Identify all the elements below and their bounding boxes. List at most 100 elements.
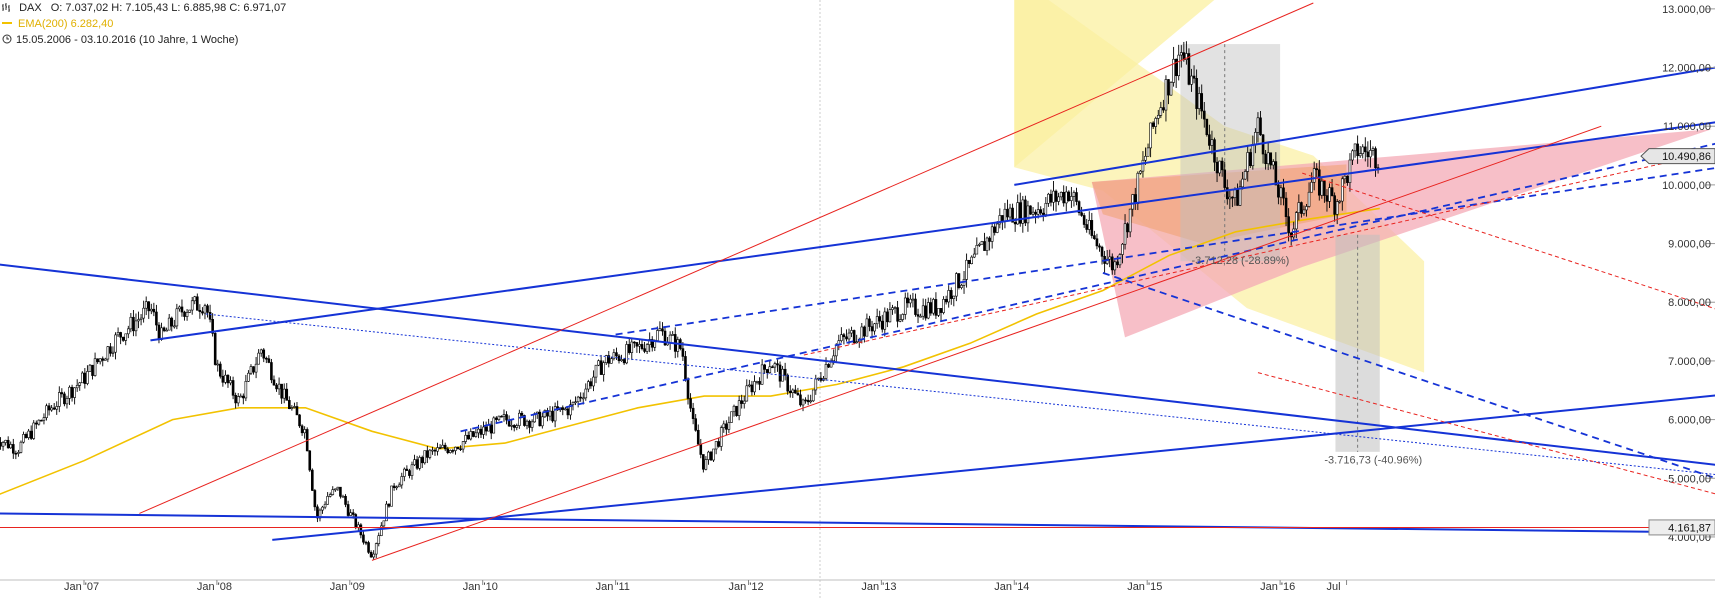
candle-body bbox=[630, 341, 634, 353]
candle-body bbox=[776, 363, 779, 366]
candle-body bbox=[1228, 196, 1232, 200]
candle-body bbox=[1300, 202, 1303, 214]
candle-body bbox=[234, 395, 237, 404]
candle bbox=[290, 405, 294, 411]
yellow-zone-left bbox=[1014, 0, 1225, 191]
candle-body bbox=[1077, 201, 1081, 213]
candle bbox=[1358, 145, 1362, 158]
y-tick-label: 12.000,00 bbox=[1662, 63, 1711, 75]
candle bbox=[464, 429, 467, 444]
candle bbox=[415, 455, 419, 470]
candle bbox=[574, 396, 577, 406]
candle bbox=[323, 501, 327, 510]
candle-body bbox=[469, 431, 473, 440]
candle-body bbox=[561, 407, 565, 410]
trendline-blue-solid bbox=[272, 394, 1715, 541]
candle-body bbox=[1259, 117, 1262, 136]
candle bbox=[1075, 187, 1078, 206]
candle-body bbox=[103, 358, 107, 361]
candle bbox=[955, 272, 958, 302]
candle-body bbox=[293, 406, 296, 408]
candle-body bbox=[1169, 82, 1173, 96]
candle-body bbox=[1218, 160, 1221, 174]
candle-body bbox=[341, 495, 345, 498]
candle-body bbox=[875, 316, 879, 325]
candle-body bbox=[321, 506, 324, 511]
candle-body bbox=[791, 389, 795, 393]
candle bbox=[47, 402, 51, 416]
candle bbox=[699, 438, 703, 459]
candle bbox=[1269, 152, 1273, 170]
candle bbox=[1279, 184, 1283, 206]
candle bbox=[106, 346, 110, 363]
x-tick-label: Jan '08 bbox=[197, 581, 232, 593]
candle bbox=[985, 236, 989, 256]
candle bbox=[717, 437, 720, 448]
candle-body bbox=[771, 366, 774, 369]
period-label: 15.05.2006 - 03.10.2016 (10 Jahre, 1 Woc… bbox=[16, 34, 239, 46]
candle bbox=[1128, 208, 1132, 238]
candle-body bbox=[477, 428, 480, 434]
candle-body bbox=[408, 470, 411, 476]
candle bbox=[650, 336, 654, 352]
candle bbox=[617, 354, 621, 364]
candle-body bbox=[259, 349, 263, 354]
candle bbox=[249, 364, 253, 375]
candle bbox=[1195, 69, 1198, 120]
candle bbox=[55, 401, 59, 415]
candle bbox=[822, 376, 825, 382]
candle-body bbox=[415, 459, 419, 469]
candle-body bbox=[988, 237, 991, 242]
ema200-line bbox=[0, 207, 1380, 495]
candle-body bbox=[1085, 224, 1089, 230]
candle-body bbox=[1067, 191, 1071, 201]
candle bbox=[730, 411, 733, 423]
candle-body bbox=[331, 489, 335, 495]
candle bbox=[712, 448, 715, 462]
clock-icon bbox=[2, 34, 12, 44]
candle bbox=[1297, 194, 1301, 221]
candle-body bbox=[921, 305, 925, 317]
candle bbox=[1095, 233, 1099, 250]
x-tick-label: Jan '10 bbox=[463, 581, 498, 593]
candle bbox=[1215, 157, 1219, 183]
last-price-badge bbox=[1640, 148, 1715, 165]
candle bbox=[418, 455, 421, 471]
candle bbox=[1151, 121, 1155, 130]
candle-body bbox=[914, 298, 917, 315]
candle bbox=[630, 338, 634, 361]
candle-body bbox=[1261, 134, 1265, 155]
candle bbox=[1105, 250, 1109, 265]
candle-body bbox=[1208, 134, 1211, 146]
candle bbox=[957, 273, 961, 290]
candle-body bbox=[1220, 160, 1224, 171]
candle-body bbox=[42, 417, 46, 421]
candle-body bbox=[883, 311, 887, 330]
candle bbox=[339, 486, 342, 499]
measure-annotation: -3.716,73 (-40.96%) bbox=[1324, 455, 1422, 467]
candle-body bbox=[418, 457, 421, 469]
candle-body bbox=[505, 414, 508, 421]
candle bbox=[1185, 41, 1188, 65]
candle-body bbox=[459, 448, 462, 451]
candle-body bbox=[1116, 261, 1119, 266]
candle bbox=[990, 222, 994, 249]
candle-body bbox=[960, 285, 963, 288]
candle bbox=[1126, 222, 1129, 238]
candle-body bbox=[0, 442, 2, 447]
candle-body bbox=[88, 364, 92, 372]
candle-body bbox=[298, 414, 301, 427]
candle-body bbox=[1126, 223, 1129, 233]
candle bbox=[408, 468, 411, 479]
candle-body bbox=[852, 330, 856, 343]
candle bbox=[24, 432, 28, 439]
candle bbox=[1317, 160, 1321, 201]
price-label-text: 10.490,86 bbox=[1662, 151, 1711, 163]
candle-body bbox=[173, 325, 176, 328]
candle bbox=[1003, 202, 1007, 229]
candle-body bbox=[722, 423, 726, 428]
candle bbox=[998, 208, 1002, 229]
candle bbox=[612, 348, 616, 361]
candle-body bbox=[1118, 254, 1122, 266]
